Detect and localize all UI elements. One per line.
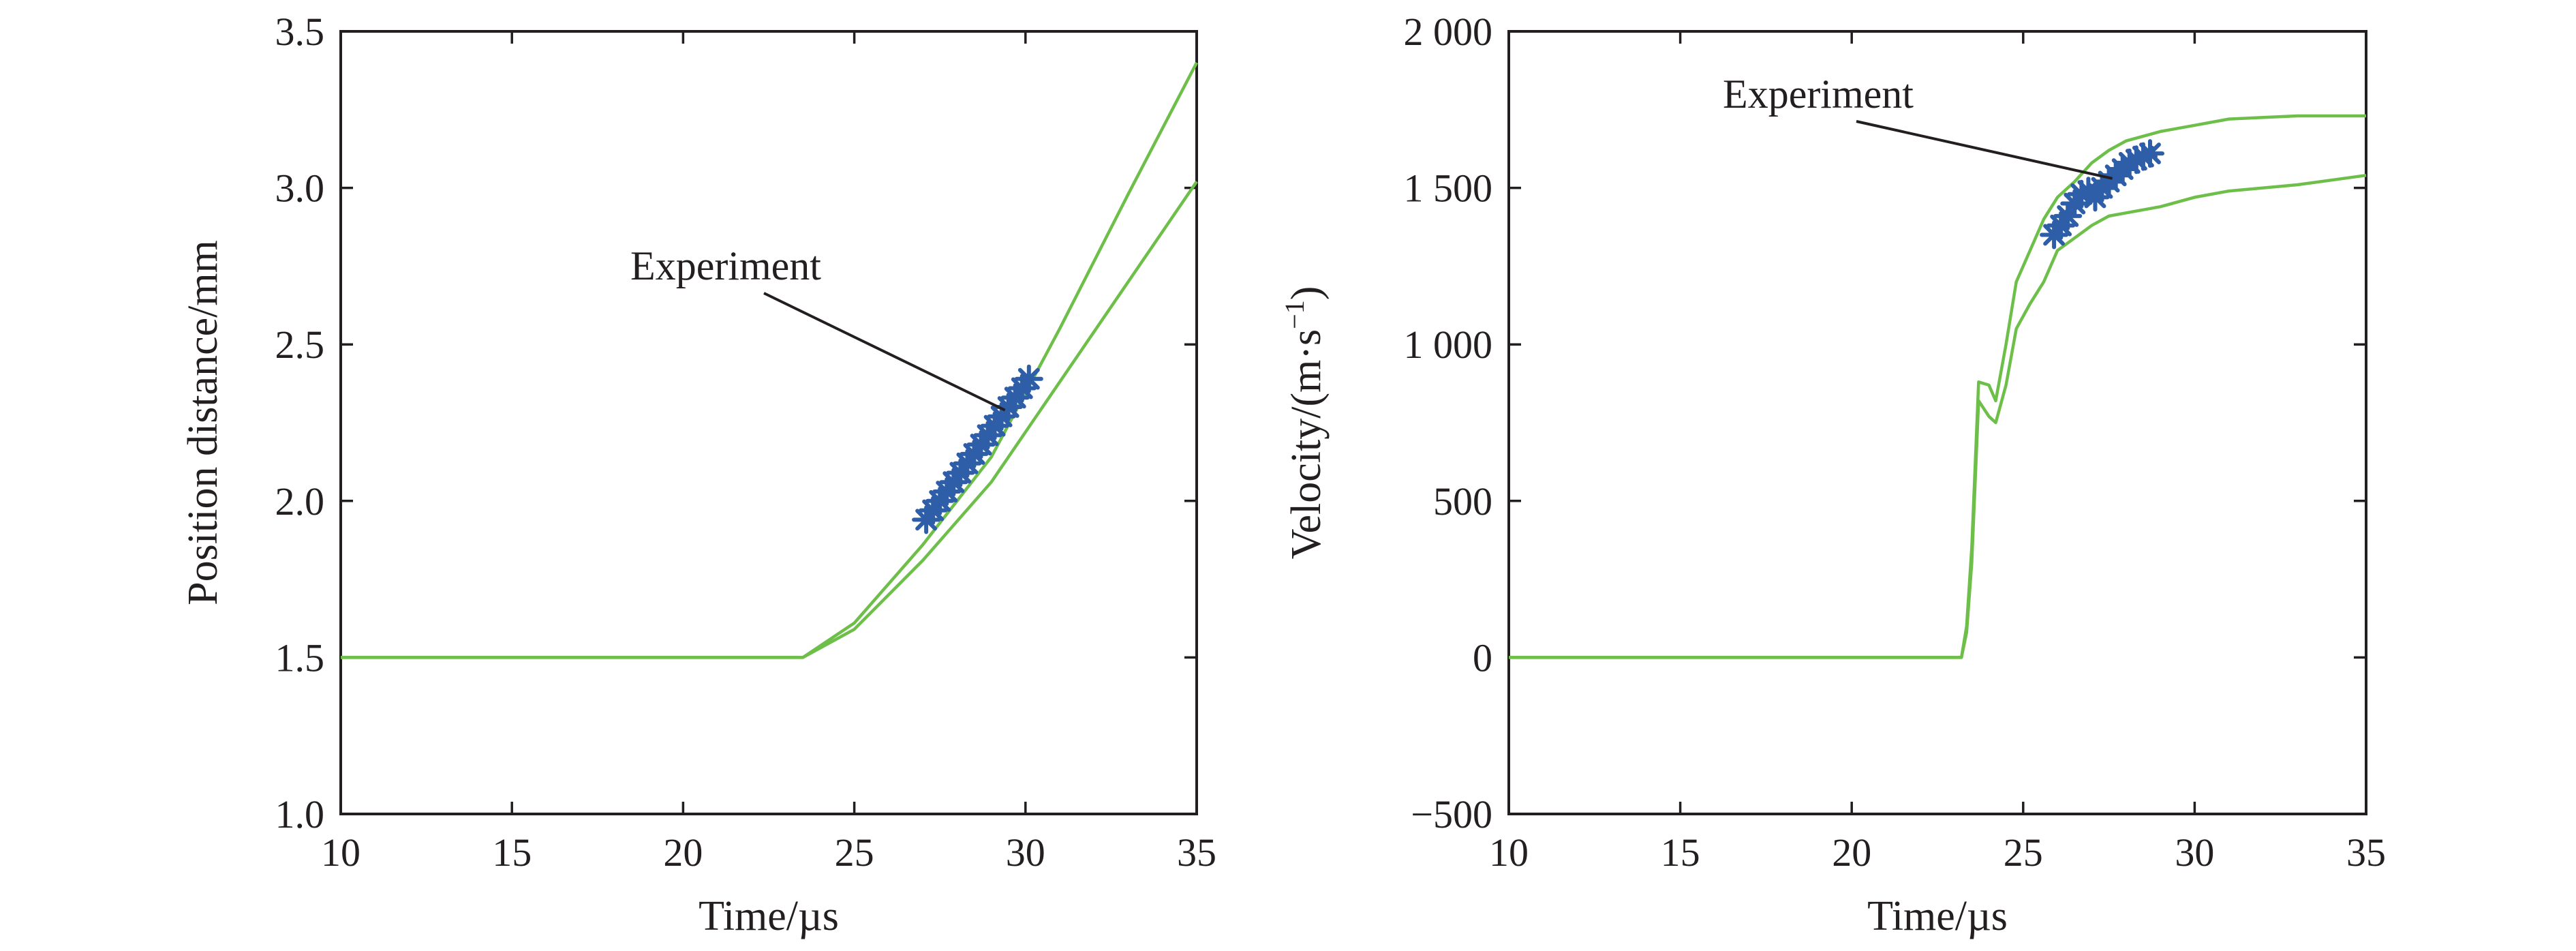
experiment-marker [2135, 139, 2164, 168]
y-tick-label: 1 000 [1404, 322, 1493, 367]
experiment-marker [1014, 364, 1043, 393]
series-line-lower-bound [1509, 173, 2367, 659]
x-tick-label: 15 [1661, 830, 1700, 875]
series-line-upper-bound [341, 61, 1198, 659]
velocity-chart: 10 15 20 25 30 35 −500 0 500 1 000 1 500 2 000 Time/… [1279, 10, 2386, 939]
x-tick-label: 15 [492, 830, 532, 875]
y-tick-label: 0 [1473, 635, 1492, 680]
annotation-label: Experiment [1723, 72, 1914, 117]
y-tick-label: 1 500 [1404, 166, 1493, 211]
x-tick-label: 10 [321, 830, 361, 875]
x-tick-label: 35 [1177, 830, 1216, 875]
y-tick-label: 2.0 [275, 479, 325, 524]
x-tick-label: 30 [2175, 830, 2214, 875]
series-line-upper-bound [1509, 114, 2366, 659]
position-chart: 10 15 20 25 30 35 1.0 1.5 2.0 2.5 3.0 3.5 Time/µs Pos… [180, 10, 1216, 939]
x-axis-label: Time/µs [699, 893, 839, 939]
y-axis-label: Velocity/(m·s−1) [1279, 286, 1330, 560]
x-tick-label: 30 [1006, 830, 1045, 875]
x-tick-label: 35 [2346, 830, 2386, 875]
annotation-pointer [763, 292, 1006, 412]
y-tick-label: 2.5 [275, 322, 325, 367]
y-tick-label: 1.0 [275, 792, 325, 836]
y-axis-label: Position distance/mm [180, 240, 226, 605]
y-tick-label: 3.0 [275, 166, 325, 211]
y-tick-label: 500 [1433, 479, 1492, 524]
y-axis-label-text: Position distance/mm [180, 240, 226, 605]
y-axis-label-superscript: −1 [1279, 300, 1310, 329]
marker-stroke [2139, 142, 2161, 165]
y-axis-label-text: Velocity/(m·s [1283, 329, 1330, 560]
x-tick-label: 20 [1832, 830, 1871, 875]
y-tick-label: 2 000 [1404, 10, 1493, 54]
x-tick-label: 25 [2004, 830, 2043, 875]
plot-frame [1507, 30, 2367, 815]
x-tick-label: 25 [835, 830, 874, 875]
y-tick-label: −500 [1411, 792, 1492, 836]
x-tick-label: 10 [1489, 830, 1529, 875]
y-axis-label-close: ) [1283, 286, 1330, 301]
x-tick-label: 20 [663, 830, 703, 875]
annotation-pointer [1856, 120, 2113, 180]
x-axis-label: Time/µs [1867, 893, 2008, 939]
plot-frame [339, 30, 1198, 815]
y-tick-label: 1.5 [275, 635, 325, 680]
series-line-lower-bound [341, 181, 1198, 659]
annotation-label: Experiment [630, 243, 821, 288]
marker-stroke [1017, 367, 1040, 390]
y-tick-label: 3.5 [275, 10, 325, 54]
